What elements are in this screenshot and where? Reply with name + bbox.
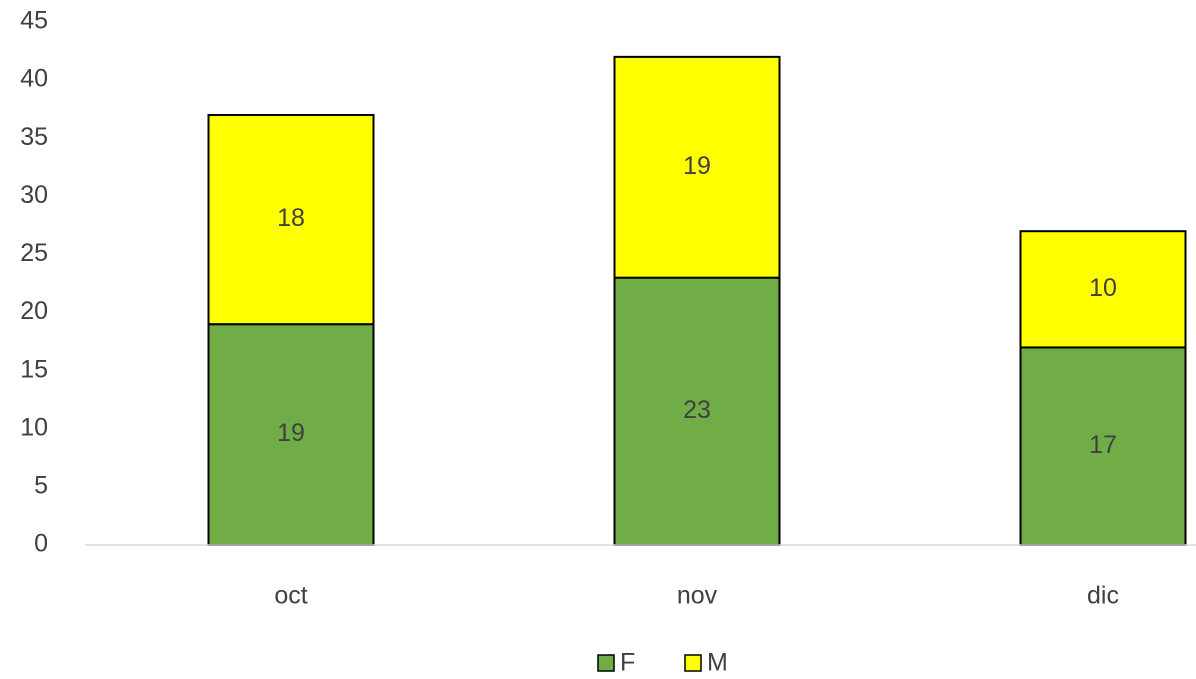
data-label: 18 — [277, 204, 305, 232]
y-tick-label: 30 — [20, 181, 48, 209]
legend-label: M — [707, 649, 728, 677]
bar-segment — [1019, 230, 1187, 349]
x-tick-label: nov — [677, 582, 718, 610]
legend-swatch — [684, 654, 702, 672]
y-tick-label: 25 — [20, 239, 48, 267]
y-tick-label: 10 — [20, 413, 48, 441]
data-label: 17 — [1089, 431, 1117, 459]
y-tick-label: 40 — [20, 65, 48, 93]
legend-label: F — [620, 649, 635, 677]
y-tick-label: 20 — [20, 297, 48, 325]
bar-segment — [207, 323, 375, 546]
y-tick-label: 5 — [34, 471, 48, 499]
data-label: 23 — [683, 396, 711, 424]
y-tick-label: 35 — [20, 123, 48, 151]
y-tick-label: 45 — [20, 7, 48, 35]
bar-segment — [207, 113, 375, 326]
y-tick-label: 15 — [20, 355, 48, 383]
x-tick-label: dic — [1087, 582, 1119, 610]
x-tick-label: oct — [274, 582, 307, 610]
data-label: 19 — [683, 152, 711, 180]
y-tick-label: 0 — [34, 530, 48, 558]
data-label: 19 — [277, 419, 305, 447]
bar-segment — [613, 55, 781, 279]
legend-swatch — [597, 654, 615, 672]
data-label: 10 — [1089, 274, 1117, 302]
bar-segment — [1019, 346, 1187, 546]
